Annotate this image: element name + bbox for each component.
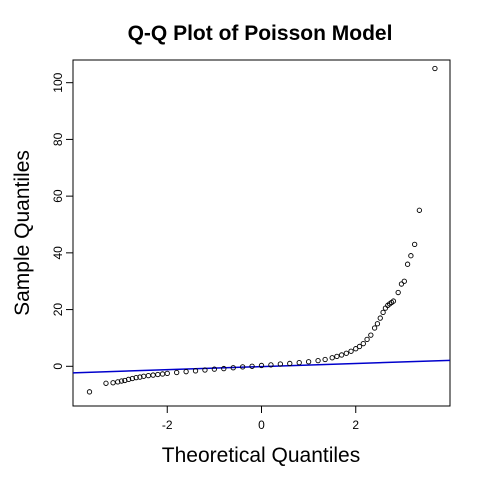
- data-point: [174, 369, 180, 376]
- x-tick-label: 2: [352, 418, 359, 432]
- y-axis-label: Sample Quantiles: [11, 150, 34, 316]
- data-point: [305, 359, 312, 365]
- data-point: [382, 305, 389, 311]
- data-point: [315, 357, 321, 364]
- data-point: [371, 325, 378, 331]
- points-layer: [86, 65, 438, 395]
- data-point: [416, 207, 423, 213]
- data-point: [150, 372, 156, 378]
- data-point: [145, 373, 152, 379]
- data-point: [164, 370, 170, 377]
- x-tick-label: -2: [162, 418, 173, 432]
- data-point: [221, 365, 227, 372]
- data-point: [353, 346, 359, 352]
- data-point: [380, 309, 386, 316]
- x-axis: -2 0 2: [162, 406, 359, 432]
- y-tick-label: 40: [51, 246, 65, 260]
- y-axis: 0 20 40 60 80 100: [51, 72, 73, 370]
- data-point: [368, 332, 374, 338]
- data-point: [334, 353, 340, 360]
- y-tick-label: 100: [51, 72, 65, 92]
- data-point: [258, 362, 265, 369]
- data-point: [338, 352, 345, 358]
- data-point: [103, 380, 109, 386]
- plot-area-frame: [72, 59, 451, 407]
- data-point: [404, 261, 411, 267]
- data-point: [277, 361, 283, 367]
- data-point: [125, 376, 132, 382]
- data-point: [268, 362, 274, 368]
- data-point: [412, 241, 418, 247]
- data-point: [329, 355, 335, 361]
- data-point: [395, 289, 401, 296]
- data-point: [155, 371, 161, 378]
- data-point: [356, 343, 363, 350]
- data-point: [239, 364, 246, 370]
- data-point: [398, 281, 405, 287]
- data-point: [192, 368, 199, 374]
- data-point: [129, 375, 136, 382]
- data-point: [137, 374, 143, 380]
- y-tick-label: 20: [51, 303, 65, 317]
- data-point: [377, 315, 383, 321]
- data-point: [343, 350, 349, 356]
- data-point: [118, 378, 125, 384]
- data-point: [211, 366, 218, 372]
- data-point: [86, 389, 93, 395]
- data-point: [390, 298, 397, 304]
- data-point: [364, 336, 370, 343]
- data-point: [408, 253, 414, 259]
- data-point: [133, 374, 139, 381]
- data-point: [183, 369, 189, 375]
- reference-line: [72, 359, 451, 374]
- data-point: [110, 380, 116, 386]
- data-point: [202, 367, 208, 373]
- data-point: [360, 340, 366, 347]
- data-point: [249, 363, 255, 369]
- data-point: [115, 379, 121, 385]
- data-point: [374, 321, 381, 327]
- x-axis-label: Theoretical Quantiles: [162, 444, 360, 467]
- data-point: [432, 65, 438, 72]
- data-point: [401, 278, 407, 284]
- y-tick-label: 60: [51, 189, 65, 203]
- data-point: [159, 371, 166, 377]
- data-point: [230, 365, 236, 371]
- y-tick-label: 0: [51, 363, 65, 370]
- data-point: [287, 360, 293, 367]
- y-tick-label: 80: [51, 132, 65, 146]
- data-point: [296, 359, 302, 366]
- data-point: [322, 356, 328, 363]
- x-tick-label: 0: [258, 418, 265, 432]
- data-point: [348, 348, 354, 354]
- chart-title: Q-Q Plot of Poisson Model: [128, 22, 393, 45]
